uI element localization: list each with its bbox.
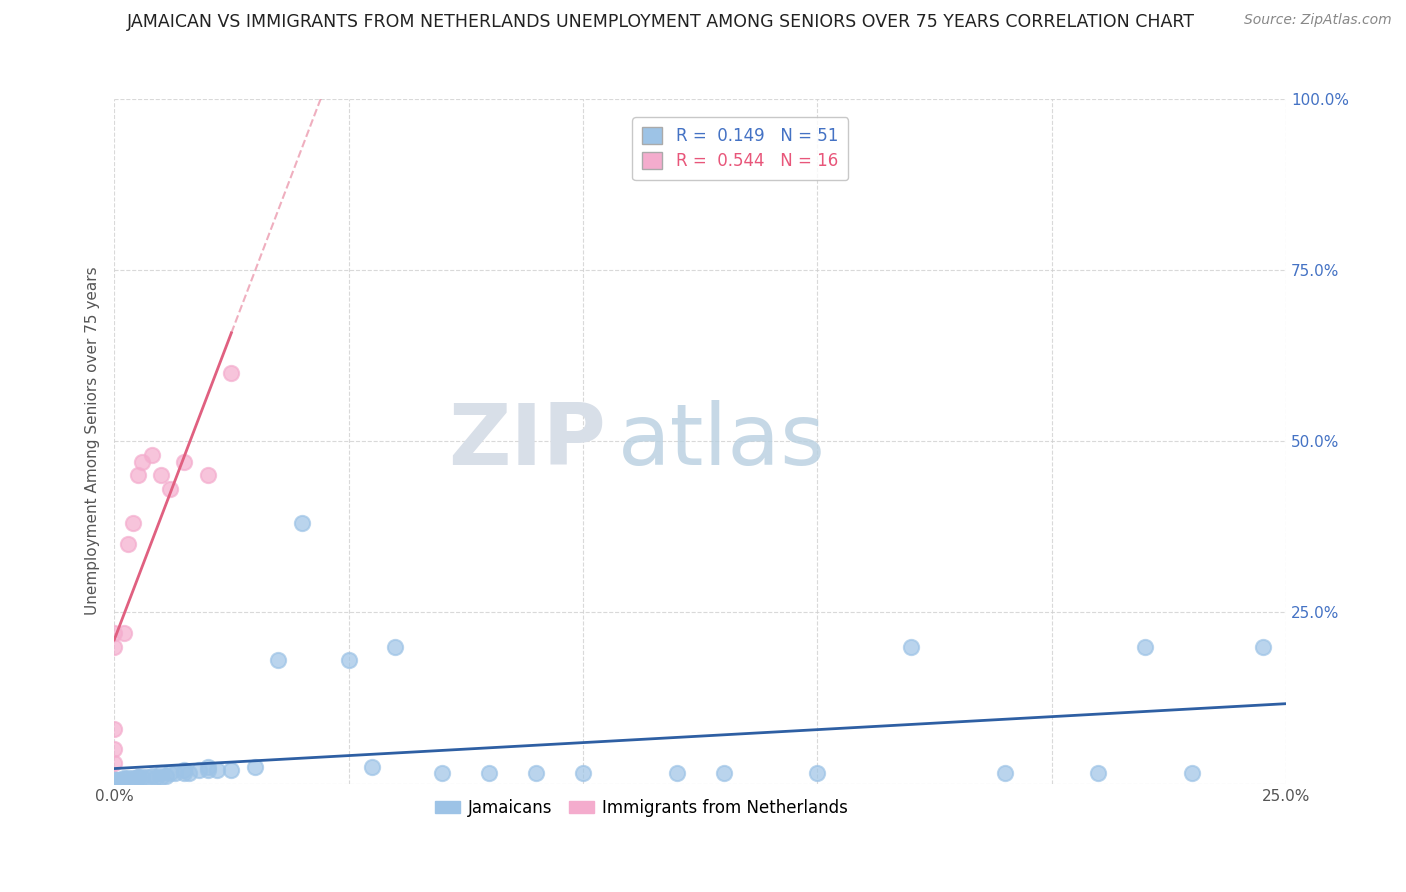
Point [131,455,153,469]
Point [136,770,159,784]
Point [117,771,139,785]
Point [900,640,922,654]
Point [155,768,177,782]
Point [665,766,688,780]
Point [1135,640,1157,654]
Point [1087,766,1109,780]
Point [187,763,209,777]
Point [1251,640,1274,654]
Point [127,770,149,784]
Point [994,766,1017,780]
Point [122,516,145,531]
Point [127,468,149,483]
Point [103,777,125,791]
Point [108,773,131,788]
Point [207,763,229,777]
Text: ZIP: ZIP [449,400,606,483]
Point [103,773,125,788]
Point [572,766,595,780]
Point [150,766,173,780]
Point [141,768,163,782]
Point [221,763,243,777]
Point [1181,766,1204,780]
Point [267,653,290,667]
Point [165,766,187,780]
Point [103,756,125,771]
Point [103,742,125,756]
Point [243,759,266,773]
Point [103,773,125,788]
Point [159,766,181,780]
Point [103,640,125,654]
Point [103,772,125,786]
Point [221,366,243,380]
Point [112,772,135,786]
Text: Source: ZipAtlas.com: Source: ZipAtlas.com [1244,13,1392,28]
Point [150,770,173,784]
Point [131,770,153,784]
Point [112,626,135,640]
Point [173,455,195,469]
Point [197,759,219,773]
Point [103,777,125,791]
Point [197,468,219,483]
Point [103,772,125,787]
Point [806,766,828,780]
Point [145,770,167,784]
Point [103,777,125,791]
Point [173,766,195,780]
Point [108,772,131,787]
Point [103,626,125,640]
Point [197,763,219,777]
Point [179,766,201,780]
Point [432,766,454,780]
Point [478,766,501,780]
Point [173,763,195,777]
Point [159,482,181,496]
Point [117,537,139,551]
Point [524,766,547,780]
Point [384,640,406,654]
Point [150,468,173,483]
Y-axis label: Unemployment Among Seniors over 75 years: Unemployment Among Seniors over 75 years [86,267,100,615]
Text: JAMAICAN VS IMMIGRANTS FROM NETHERLANDS UNEMPLOYMENT AMONG SENIORS OVER 75 YEARS: JAMAICAN VS IMMIGRANTS FROM NETHERLANDS … [127,13,1195,31]
Text: atlas: atlas [619,400,827,483]
Point [122,771,145,785]
Legend: Jamaicans, Immigrants from Netherlands: Jamaicans, Immigrants from Netherlands [427,792,855,823]
Point [127,770,149,784]
Point [103,722,125,736]
Point [141,448,163,462]
Point [291,516,314,531]
Point [112,771,135,785]
Point [713,766,735,780]
Point [361,759,384,773]
Point [337,653,360,667]
